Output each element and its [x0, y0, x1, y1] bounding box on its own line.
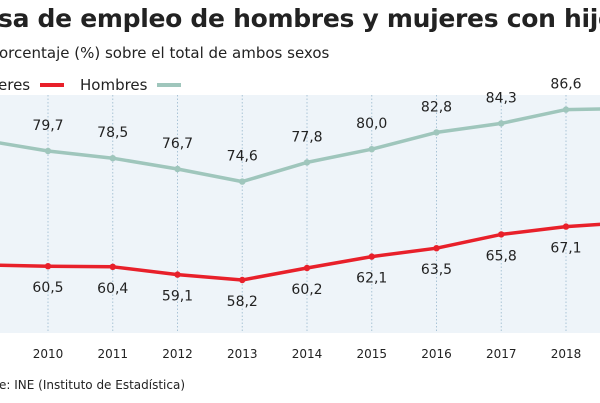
data-label: 62,1: [356, 271, 387, 287]
legend-label-mujeres: eres: [0, 76, 31, 94]
data-point: [368, 146, 375, 153]
data-label: 79,7: [32, 118, 63, 134]
plot-background: [0, 95, 600, 333]
x-tick-label: 2016: [421, 347, 452, 361]
chart-source: e: INE (Instituto de Estadística): [0, 378, 186, 392]
data-point: [109, 263, 116, 270]
chart-subtitle: orcentaje (%) sobre el total de ambos se…: [0, 44, 330, 62]
x-tick-label: 2014: [292, 347, 323, 361]
data-label: 80,0: [356, 116, 387, 132]
legend-swatch-mujeres: [40, 83, 65, 87]
data-point: [303, 159, 311, 166]
data-point: [174, 271, 181, 278]
data-label: 78,5: [97, 125, 128, 141]
data-label: 65,8: [486, 248, 517, 264]
data-label: 77,8: [291, 129, 322, 145]
data-label: 63,5: [421, 262, 452, 278]
data-label: 76,7: [162, 136, 193, 152]
data-point: [303, 264, 311, 272]
data-point: [174, 165, 181, 173]
data-label: 58,2: [227, 294, 258, 310]
data-label: 60,2: [291, 282, 322, 298]
data-point: [433, 129, 440, 136]
legend-label-hombres: Hombres: [80, 76, 148, 94]
x-tick-label: 2011: [97, 347, 128, 361]
chart-title: sa de empleo de hombres y mujeres con hi…: [0, 4, 600, 33]
data-label: 59,1: [162, 289, 193, 305]
data-label: 86,6: [550, 77, 581, 93]
x-tick-label: 2018: [551, 347, 582, 361]
data-label: 74,6: [227, 149, 258, 165]
legend-hombres: Hombres: [80, 76, 182, 94]
data-point: [239, 178, 246, 185]
data-point: [562, 223, 570, 230]
data-point: [44, 147, 52, 155]
x-tick-label: 2013: [227, 347, 258, 361]
data-label: 84,3: [486, 90, 517, 106]
data-point: [498, 120, 505, 127]
data-point: [433, 245, 440, 252]
x-tick-label: 2010: [33, 347, 64, 361]
data-point: [368, 253, 375, 260]
legend-swatch-hombres: [157, 83, 182, 87]
x-tick-label: 2017: [486, 347, 517, 361]
data-point: [239, 276, 246, 284]
data-label: 82,8: [421, 99, 452, 115]
data-point: [498, 231, 505, 238]
data-label: 67,1: [550, 241, 581, 257]
data-label: 60,4: [97, 281, 128, 297]
legend-mujeres: eres: [0, 76, 65, 94]
data-point: [562, 106, 570, 113]
x-tick-label: 2012: [162, 347, 193, 361]
data-label: 60,5: [32, 280, 63, 296]
x-tick-label: 2015: [356, 347, 387, 361]
data-point: [109, 155, 116, 162]
data-point: [44, 263, 52, 270]
